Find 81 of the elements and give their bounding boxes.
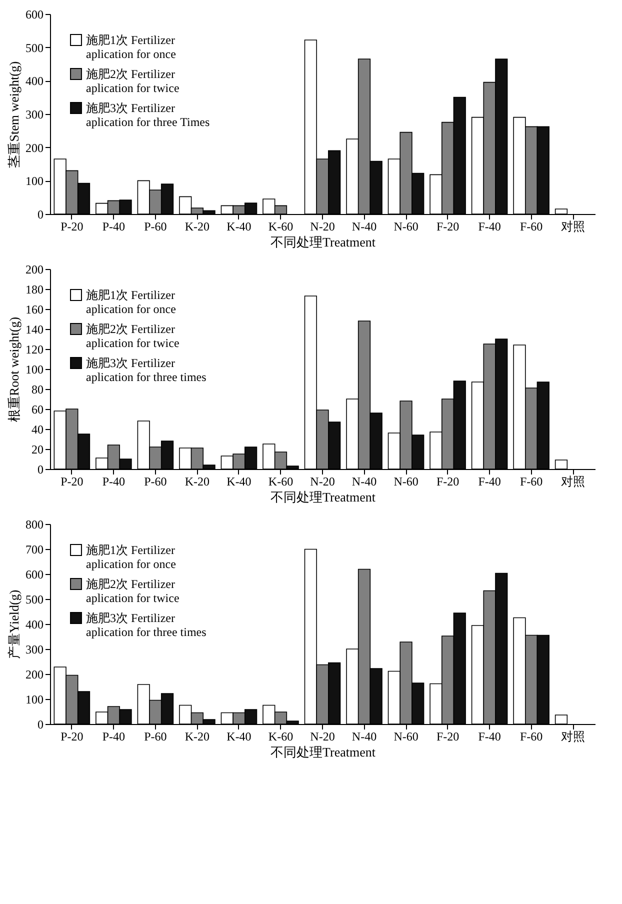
x-tick-label: F-20: [436, 220, 460, 234]
y-tick-label: 0: [38, 462, 44, 476]
x-tick-label: K-20: [184, 220, 210, 234]
x-tick-label: K-60: [268, 220, 294, 234]
x-tick-label: N-60: [394, 730, 418, 744]
x-tick-label: K-40: [226, 730, 252, 744]
y-tick-label: 400: [26, 74, 44, 88]
y-tick-label: 20: [32, 442, 44, 456]
x-tick-label: K-40: [226, 220, 252, 234]
y-tick-label: 160: [26, 302, 44, 316]
x-tick-label: K-20: [184, 474, 210, 488]
x-tick-label: F-60: [520, 220, 543, 234]
y-tick-label: 400: [26, 618, 44, 632]
y-tick-label: 180: [26, 282, 44, 296]
x-tick-label: K-40: [226, 474, 252, 488]
x-tick-label: P-40: [102, 220, 126, 234]
x-tick-label: P-20: [60, 220, 84, 234]
y-tick-label: 100: [26, 692, 44, 706]
y-tick-label: 40: [32, 422, 44, 436]
y-tick-label: 700: [26, 542, 44, 556]
x-tick-label: P-20: [60, 730, 84, 744]
y-tick-label: 100: [26, 362, 44, 376]
legend-label: 施肥3次 Fertilizer aplication for three Times: [86, 101, 210, 129]
x-tick-label: K-20: [184, 730, 210, 744]
y-axis-title: 根重Root weight(g): [6, 316, 22, 422]
x-tick-label: 对照: [561, 220, 586, 234]
y-tick-label: 120: [26, 342, 44, 356]
x-tick-label: N-40: [352, 220, 377, 234]
x-tick-label: 对照: [561, 474, 586, 488]
x-tick-label: F-60: [520, 474, 543, 488]
x-tick-label: P-40: [102, 474, 126, 488]
x-tick-label: N-40: [352, 474, 377, 488]
y-tick-label: 80: [32, 382, 44, 396]
y-tick-label: 140: [26, 322, 44, 336]
y-tick-label: 200: [26, 668, 44, 682]
x-tick-label: P-60: [144, 474, 167, 488]
legend-label: 施肥2次 Fertilizer aplication for twice: [86, 67, 180, 95]
x-tick-label: P-20: [60, 474, 84, 488]
y-tick-label: 300: [26, 642, 44, 656]
x-tick-label: P-60: [144, 220, 167, 234]
y-tick-label: 800: [26, 518, 44, 532]
x-tick-label: P-60: [144, 730, 167, 744]
legend-label: 施肥1次 Fertilizer aplication for once: [86, 33, 176, 61]
x-tick-label: K-60: [268, 474, 294, 488]
legend-label: 施肥2次 Fertilizer aplication for twice: [86, 322, 180, 350]
y-tick-label: 200: [26, 140, 44, 155]
x-tick-label: N-60: [394, 474, 418, 488]
legend-label: 施肥3次 Fertilizer aplication for three times: [86, 611, 207, 639]
x-tick-label: N-20: [310, 220, 335, 234]
x-tick-label: F-40: [478, 730, 501, 744]
y-tick-label: 0: [38, 208, 44, 222]
y-tick-label: 500: [26, 40, 44, 55]
x-axis-title: 不同处理Treatment: [270, 490, 376, 504]
y-tick-label: 60: [32, 402, 44, 416]
x-tick-label: N-20: [310, 730, 335, 744]
x-tick-label: N-60: [394, 220, 418, 234]
x-axis-title: 不同处理Treatment: [270, 234, 376, 250]
legend-label: 施肥3次 Fertilizer aplication for three times: [86, 356, 207, 384]
x-tick-label: F-40: [478, 474, 501, 488]
y-tick-label: 200: [26, 262, 44, 276]
y-tick-label: 600: [26, 8, 44, 22]
y-tick-label: 100: [26, 174, 44, 188]
x-tick-label: N-40: [352, 730, 377, 744]
legend-label: 施肥2次 Fertilizer aplication for twice: [86, 577, 180, 605]
y-tick-label: 0: [38, 718, 44, 732]
y-tick-label: 600: [26, 568, 44, 582]
x-tick-label: F-20: [436, 474, 460, 488]
legend-label: 施肥1次 Fertilizer aplication for once: [86, 288, 176, 316]
x-tick-label: K-60: [268, 730, 294, 744]
y-tick-label: 500: [26, 592, 44, 606]
y-axis-title: 产量Yield(g): [6, 590, 22, 660]
x-axis-title: 不同处理Treatment: [270, 744, 376, 760]
x-tick-label: F-60: [520, 730, 543, 744]
x-tick-label: P-40: [102, 730, 126, 744]
x-tick-label: F-40: [478, 220, 501, 234]
y-axis-title: 茎重Stem weight(g): [6, 61, 22, 168]
x-tick-label: F-20: [436, 730, 460, 744]
y-tick-label: 300: [26, 108, 44, 122]
legend-label: 施肥1次 Fertilizer aplication for once: [86, 543, 176, 571]
x-tick-label: 对照: [561, 730, 586, 744]
x-tick-label: N-20: [310, 474, 335, 488]
